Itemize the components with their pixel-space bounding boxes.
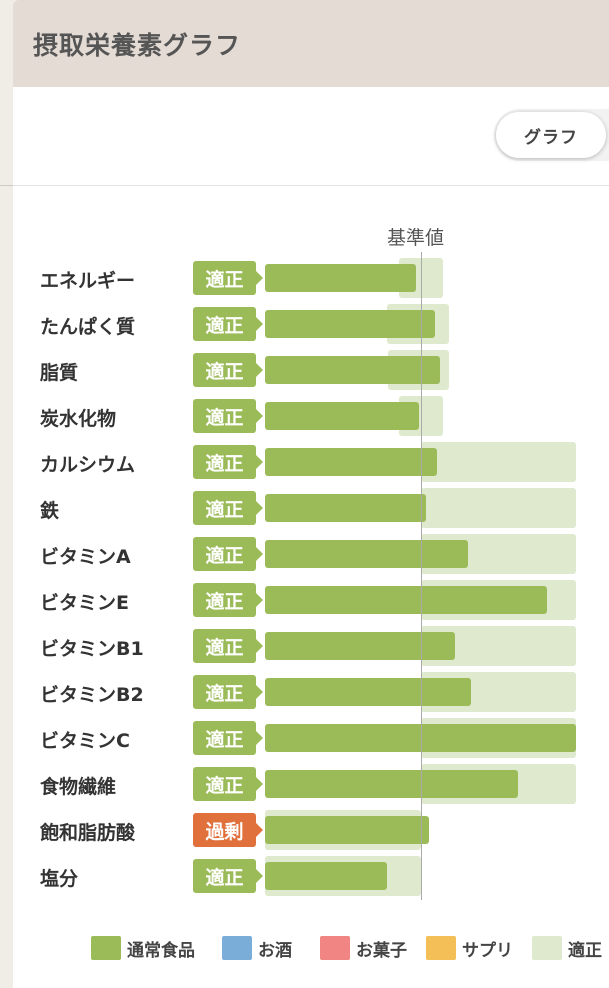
intake-bar (265, 494, 426, 522)
intake-bar (265, 310, 436, 338)
intake-bar (265, 862, 387, 890)
status-badge: 適正 (193, 675, 263, 709)
nutrient-row: ビタミンC 適正 (13, 718, 609, 758)
nutrient-row: エネルギー 適正 (13, 258, 609, 298)
intake-bar (265, 586, 548, 614)
intake-bar (265, 724, 576, 752)
intake-bar (265, 678, 471, 706)
nutrient-label: 食物繊維 (40, 776, 117, 798)
nutrient-row: 鉄 適正 (13, 488, 609, 528)
nutrient-label: エネルギー (40, 270, 136, 292)
appropriate-range (421, 442, 576, 482)
legend-item: サプリ (426, 935, 513, 961)
status-badge: 適正 (193, 767, 263, 801)
nutrient-row: 炭水化物 適正 (13, 396, 609, 436)
status-badge: 適正 (193, 491, 263, 525)
nutrient-row: 飽和脂肪酸 過剰 (13, 810, 609, 850)
nutrient-label: ビタミンB1 (40, 638, 144, 660)
nutrient-label: ビタミンB2 (40, 684, 144, 706)
nutrient-label: 鉄 (40, 500, 60, 522)
nutrient-label: 飽和脂肪酸 (40, 822, 136, 844)
legend-item: お酒 (222, 935, 292, 961)
view-toggle-area: グラフ (13, 87, 609, 186)
nutrient-row: カルシウム 適正 (13, 442, 609, 482)
legend-swatch (222, 936, 252, 960)
intake-bar (265, 356, 440, 384)
nutrient-row: たんぱく質 適正 (13, 304, 609, 344)
nutrient-row: ビタミンB2 適正 (13, 672, 609, 712)
status-badge: 適正 (193, 583, 263, 617)
chart-legend: 通常食品 お酒 お菓子 サプリ 適正 (13, 935, 609, 965)
status-badge: 適正 (193, 353, 263, 387)
legend-swatch (426, 936, 456, 960)
intake-bar (265, 816, 429, 844)
nutrient-row: ビタミンA 適正 (13, 534, 609, 574)
legend-item: 通常食品 (91, 935, 195, 961)
left-strip (0, 0, 13, 988)
status-badge: 適正 (193, 399, 263, 433)
nutrient-label: ビタミンE (40, 592, 129, 614)
status-badge: 適正 (193, 721, 263, 755)
legend-item: お菓子 (320, 935, 407, 961)
left-strip-divider (0, 185, 13, 186)
status-badge: 適正 (193, 629, 263, 663)
legend-label: お酒 (258, 940, 292, 961)
legend-label: お菓子 (356, 940, 407, 961)
intake-bar (265, 540, 468, 568)
status-badge: 過剰 (193, 813, 263, 847)
legend-label: サプリ (462, 940, 513, 961)
nutrient-row: 食物繊維 適正 (13, 764, 609, 804)
legend-label: 適正 (568, 940, 602, 961)
nutrient-row: 塩分 適正 (13, 856, 609, 896)
nutrient-label: 炭水化物 (40, 408, 117, 430)
nutrient-row: ビタミンB1 適正 (13, 626, 609, 666)
nutrient-label: たんぱく質 (40, 316, 136, 338)
chart-panel: グラフ 基準値 エネルギー 適正 たんぱく質 適正 脂質 適正 炭水化物 適正 カルシウム 適正鉄… (13, 87, 609, 988)
status-badge: 適正 (193, 537, 263, 571)
graph-view-button[interactable]: グラフ (496, 112, 606, 158)
legend-swatch (91, 936, 121, 960)
intake-bar (265, 402, 420, 430)
status-badge: 適正 (193, 859, 263, 893)
nutrient-label: 脂質 (40, 362, 79, 384)
page-header: 摂取栄養素グラフ (13, 0, 609, 87)
baseline-line (421, 252, 422, 900)
intake-bar (265, 448, 437, 476)
nutrient-label: 塩分 (40, 868, 79, 890)
status-badge: 適正 (193, 307, 263, 341)
baseline-label: 基準値 (387, 227, 445, 249)
intake-bar (265, 770, 518, 798)
intake-bar (265, 264, 417, 292)
intake-bar (265, 632, 456, 660)
nutrient-label: ビタミンA (40, 546, 131, 568)
legend-swatch (320, 936, 350, 960)
appropriate-range (421, 488, 576, 528)
page-title: 摂取栄養素グラフ (33, 31, 242, 60)
legend-swatch (532, 936, 562, 960)
legend-label: 通常食品 (127, 940, 195, 961)
view-toggle[interactable]: グラフ (494, 109, 609, 161)
status-badge: 適正 (193, 261, 263, 295)
nutrient-label: ビタミンC (40, 730, 130, 752)
nutrient-label: カルシウム (40, 454, 136, 476)
nutrient-row: 脂質 適正 (13, 350, 609, 390)
legend-item: 適正 (532, 935, 602, 961)
status-badge: 適正 (193, 445, 263, 479)
nutrient-row: ビタミンE 適正 (13, 580, 609, 620)
